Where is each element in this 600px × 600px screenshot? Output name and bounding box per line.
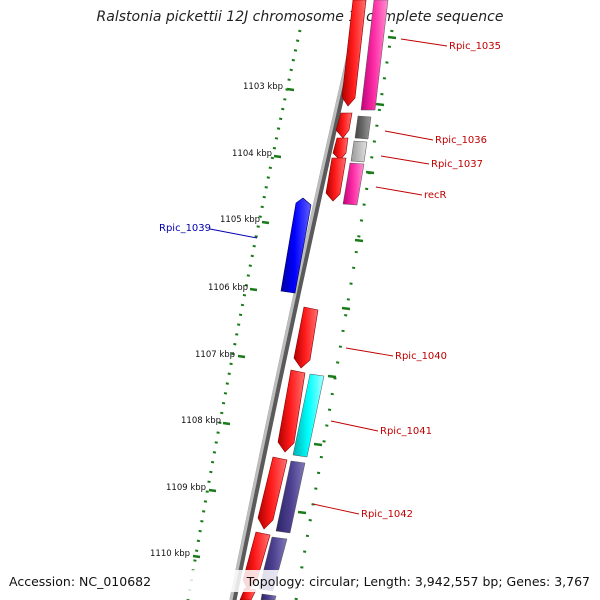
tick-label: 1104 kbp <box>232 149 272 159</box>
gene-feature[interactable] <box>275 460 306 534</box>
gene-feature[interactable] <box>257 456 288 530</box>
gene-feature[interactable] <box>280 197 312 294</box>
tick-labels: 1103 kbp 1104 kbp 1105 kbp 1106 kbp 1107… <box>150 82 283 559</box>
gene-label-recr[interactable]: recR <box>424 190 447 201</box>
tick-label: 1107 kbp <box>195 350 235 360</box>
tick-marks <box>192 35 397 559</box>
gene-feature[interactable] <box>293 306 319 369</box>
gene-label-rpic-1036[interactable]: Rpic_1036 <box>435 135 487 146</box>
gene-feature[interactable] <box>292 373 325 458</box>
gene-label-rpic-1042[interactable]: Rpic_1042 <box>361 509 413 520</box>
map-title: Ralstonia pickettii 12J chromosome 1, co… <box>96 9 504 25</box>
gene-label-rpic-1035[interactable]: Rpic_1035 <box>449 41 501 52</box>
label-connectors <box>209 38 448 515</box>
gene-feature[interactable] <box>332 137 349 161</box>
gene-label-rpic-1041[interactable]: Rpic_1041 <box>380 426 432 437</box>
footer-background <box>0 570 600 592</box>
accession-text: Accession: NC_010682 <box>9 574 152 589</box>
gene-feature[interactable] <box>260 593 277 600</box>
gene-label-rpic-1039[interactable]: Rpic_1039 <box>159 223 211 234</box>
gene-label-rpic-1037[interactable]: Rpic_1037 <box>431 159 483 170</box>
genome-summary-text: Topology: circular; Length: 3,942,557 bp… <box>246 574 590 589</box>
gene-feature[interactable] <box>341 0 367 107</box>
gene-feature[interactable] <box>342 162 365 206</box>
tick-label: 1103 kbp <box>243 82 283 92</box>
cds-track-reverse <box>280 197 312 294</box>
tick-label: 1108 kbp <box>181 416 221 426</box>
gene-feature[interactable] <box>335 112 353 139</box>
gene-feature[interactable] <box>360 0 389 111</box>
tick-label: 1106 kbp <box>208 283 248 293</box>
tick-label: 1109 kbp <box>166 483 206 493</box>
gene-labels: Rpic_1035 Rpic_1036 Rpic_1037 recR Rpic_… <box>159 41 501 520</box>
tick-label: 1110 kbp <box>150 549 190 559</box>
gene-feature[interactable] <box>350 140 368 163</box>
gene-feature[interactable] <box>325 157 347 202</box>
gene-feature[interactable] <box>354 115 372 140</box>
gene-label-rpic-1040[interactable]: Rpic_1040 <box>395 351 447 362</box>
tick-label: 1105 kbp <box>220 215 260 225</box>
cds-track-forward <box>239 0 367 600</box>
gene-feature[interactable] <box>277 369 306 453</box>
backbone <box>229 0 363 600</box>
